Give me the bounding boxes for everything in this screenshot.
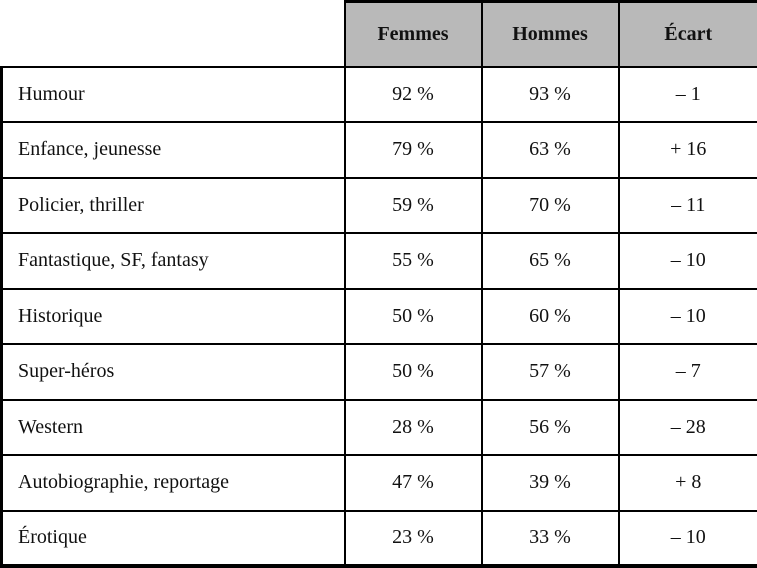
ecart-value: – 10: [617, 232, 757, 290]
ecart-value: + 16: [617, 121, 757, 179]
hommes-value: 93 %: [480, 65, 620, 123]
table-row: Érotique 23 % 33 % – 10: [0, 509, 757, 568]
ecart-value: + 8: [617, 454, 757, 512]
hommes-value: 56 %: [480, 398, 620, 456]
ecart-value: – 10: [617, 509, 757, 568]
blank-header-cell: [2, 2, 345, 67]
column-header-femmes: Femmes: [343, 0, 483, 68]
row-label: Érotique: [0, 509, 346, 568]
ecart-value: – 28: [617, 398, 757, 456]
row-label: Historique: [0, 287, 346, 345]
row-label: Autobiographie, reportage: [0, 454, 346, 512]
column-header-ecart: Écart: [617, 0, 757, 68]
table-row: Humour 92 % 93 % – 1: [0, 65, 757, 123]
femmes-value: 23 %: [343, 509, 483, 568]
table-row: Enfance, jeunesse 79 % 63 % + 16: [0, 121, 757, 179]
ecart-value: – 10: [617, 287, 757, 345]
table-row: Fantastique, SF, fantasy 55 % 65 % – 10: [0, 232, 757, 290]
table-row: Super-héros 50 % 57 % – 7: [0, 343, 757, 401]
row-label: Fantastique, SF, fantasy: [0, 232, 346, 290]
femmes-value: 50 %: [343, 287, 483, 345]
hommes-value: 39 %: [480, 454, 620, 512]
femmes-value: 28 %: [343, 398, 483, 456]
femmes-value: 79 %: [343, 121, 483, 179]
row-label: Enfance, jeunesse: [0, 121, 346, 179]
hommes-value: 65 %: [480, 232, 620, 290]
row-label: Western: [0, 398, 346, 456]
header-row: Femmes Hommes Écart: [2, 0, 757, 68]
femmes-value: 50 %: [343, 343, 483, 401]
table-row: Historique 50 % 60 % – 10: [0, 287, 757, 345]
femmes-value: 47 %: [343, 454, 483, 512]
hommes-value: 70 %: [480, 176, 620, 234]
table-row: Western 28 % 56 % – 28: [0, 398, 757, 456]
ecart-value: – 7: [617, 343, 757, 401]
femmes-value: 92 %: [343, 65, 483, 123]
table-header: Femmes Hommes Écart: [2, 0, 757, 68]
hommes-value: 63 %: [480, 121, 620, 179]
row-label: Humour: [0, 65, 346, 123]
table-row: Policier, thriller 59 % 70 % – 11: [0, 176, 757, 234]
hommes-value: 33 %: [480, 509, 620, 568]
ecart-value: – 1: [617, 65, 757, 123]
hommes-value: 60 %: [480, 287, 620, 345]
femmes-value: 55 %: [343, 232, 483, 290]
column-header-hommes: Hommes: [480, 0, 620, 68]
row-label: Policier, thriller: [0, 176, 346, 234]
hommes-value: 57 %: [480, 343, 620, 401]
ecart-value: – 11: [617, 176, 757, 234]
table-row: Autobiographie, reportage 47 % 39 % + 8: [0, 454, 757, 512]
row-label: Super-héros: [0, 343, 346, 401]
femmes-value: 59 %: [343, 176, 483, 234]
table-body: Humour 92 % 93 % – 1 Enfance, jeunesse 79 % 63…: [0, 65, 757, 568]
